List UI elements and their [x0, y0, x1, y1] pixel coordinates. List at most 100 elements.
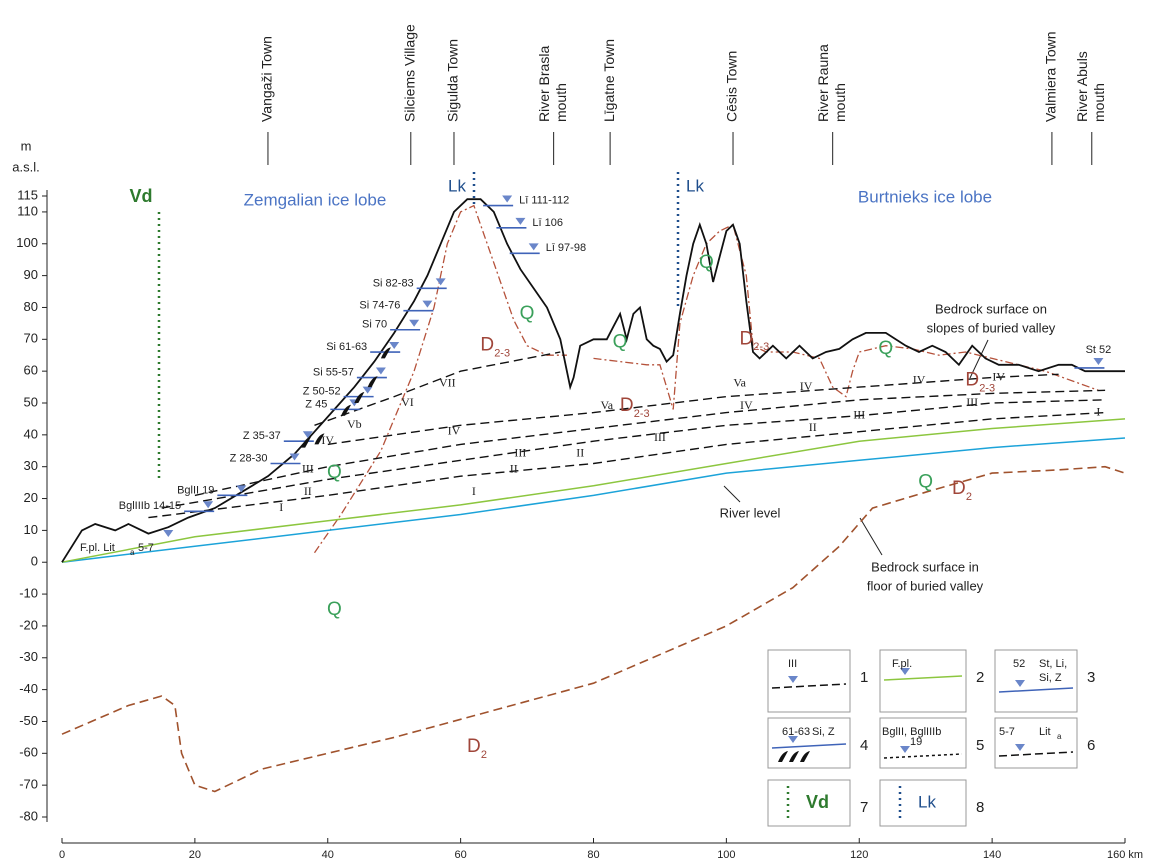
y-tick-label: 80	[24, 299, 38, 314]
y-tick-label: 10	[24, 522, 38, 537]
terrace-label: Va	[600, 398, 613, 412]
marker-label: BglIIIb 14-15	[119, 500, 181, 512]
legend-label: Lit	[1039, 726, 1051, 738]
axis-unit: a.s.l.	[12, 159, 39, 174]
slope-mark	[354, 392, 364, 403]
terrace-label: I	[279, 500, 283, 514]
place-name: Vangaži Town	[259, 36, 275, 122]
lk-label: Lk	[448, 176, 466, 195]
place-name: Sigulda Town	[445, 39, 461, 122]
terrace-line	[315, 352, 561, 425]
annotation: Bedrock surface in	[871, 559, 979, 574]
unit-label: Q	[327, 462, 342, 483]
legend-label: 52	[1013, 658, 1025, 670]
vd-label: Vd	[129, 186, 152, 206]
unit-label: D	[480, 335, 494, 356]
y-tick-label: -40	[19, 681, 38, 696]
unit-sub: 2	[481, 749, 487, 761]
legend-symbol	[788, 676, 798, 683]
place-name: mouth	[832, 83, 848, 122]
terrace-line	[328, 374, 1059, 444]
unit-label: D	[467, 736, 481, 757]
marker-label: Si 82-83	[373, 277, 414, 289]
y-tick-label: -10	[19, 586, 38, 601]
legend-symbol	[999, 752, 1073, 756]
marker-label: St 52	[1086, 344, 1112, 356]
y-tick-label: 115	[17, 187, 38, 202]
legend-number: 8	[976, 799, 984, 816]
legend-symbol	[999, 688, 1073, 692]
terrace-label: I	[472, 484, 476, 498]
terrace-label: II	[304, 484, 312, 498]
marker	[376, 368, 386, 375]
y-tick-label: 70	[24, 331, 38, 346]
y-tick-label: 90	[24, 267, 38, 282]
terrace-label: IV	[448, 423, 461, 437]
legend-symbol	[800, 751, 810, 762]
marker-label: Z 45	[305, 398, 327, 410]
y-tick-label: -50	[19, 713, 38, 728]
x-tick-label: 160 km	[1107, 849, 1143, 861]
arrow	[860, 518, 882, 555]
terrace-line	[148, 413, 1105, 518]
marker-label: Si 74-76	[359, 300, 400, 312]
legend-label: St, Li,	[1039, 658, 1067, 670]
marker-label: Z 35-37	[243, 430, 281, 442]
legend-label: 19	[910, 736, 922, 748]
x-tick-label: 40	[322, 849, 334, 861]
unit-label: Q	[520, 303, 535, 324]
y-tick-label: 60	[24, 363, 38, 378]
legend-label: Si, Z	[812, 726, 835, 738]
unit-label: Q	[918, 472, 933, 493]
marker-label: a	[130, 548, 135, 557]
legend-number: 6	[1087, 737, 1095, 754]
place-name: Cēsis Town	[724, 51, 740, 122]
marker-label: F.pl. Lit	[80, 542, 115, 554]
marker-label: 5-7	[138, 542, 154, 554]
terrace-label: II	[510, 462, 518, 476]
slope-mark	[301, 437, 311, 448]
place-name: mouth	[1091, 83, 1107, 122]
y-tick-label: 40	[24, 426, 38, 441]
terrace-label: I	[1096, 404, 1100, 418]
x-tick-label: 120	[850, 849, 868, 861]
terrace-label: III	[514, 446, 526, 460]
marker	[163, 530, 173, 537]
unit-sub: 2-3	[494, 348, 510, 360]
legend-symbol	[1015, 680, 1025, 687]
legend-symbol	[884, 754, 962, 758]
terrace-label: IV	[800, 379, 813, 393]
marker	[529, 243, 539, 250]
legend-label: Vd	[806, 792, 829, 812]
cross-section: m a.s.l. Vd Zemgalian ice lobe Lk Lk Bur…	[0, 0, 1149, 863]
legend-number: 7	[860, 799, 868, 816]
terrace-label: VI	[401, 395, 414, 409]
marker	[436, 278, 446, 285]
x-tick-label: 20	[189, 849, 201, 861]
legend-symbol	[789, 751, 799, 762]
marker	[502, 196, 512, 203]
arrow	[724, 486, 740, 502]
legend-number: 1	[860, 669, 868, 686]
legend-number: 4	[860, 737, 868, 754]
terrace-label: Va	[733, 376, 746, 390]
marker	[389, 342, 399, 349]
marker-label: Si 61-63	[326, 341, 367, 353]
place-name: Līgatne Town	[601, 39, 617, 122]
marker-label: Lī 111-112	[519, 194, 569, 206]
y-tick-label: -80	[19, 808, 38, 823]
x-tick-label: 60	[455, 849, 467, 861]
terrace-label: Vb	[347, 417, 362, 431]
legend-label: 5-7	[999, 726, 1015, 738]
place-name: River Rauna	[815, 44, 831, 122]
unit-label: D	[620, 395, 634, 416]
legend-number: 3	[1087, 669, 1095, 686]
marker-label: Si 55-57	[313, 366, 354, 378]
marker-label: Z 28-30	[230, 452, 268, 464]
terrace-label: IV	[913, 372, 926, 386]
legend-label: Lk	[918, 792, 936, 811]
y-tick-label: 100	[16, 235, 38, 250]
y-tick-label: 50	[24, 394, 38, 409]
terrace-label: III	[966, 395, 978, 409]
lobe-label: Zemgalian ice lobe	[244, 190, 387, 209]
